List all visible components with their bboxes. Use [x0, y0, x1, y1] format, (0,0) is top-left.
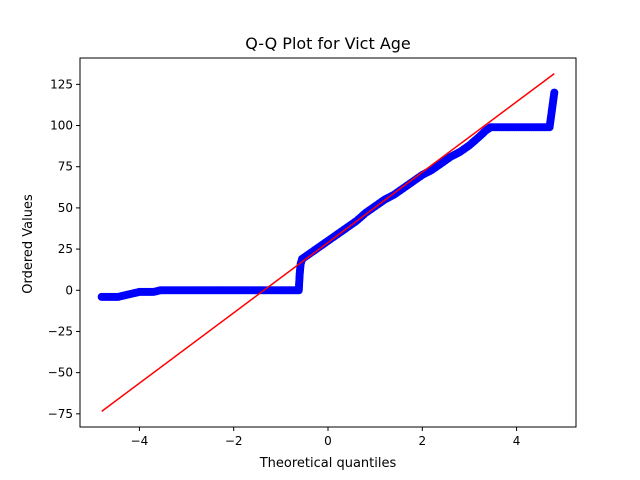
data-point — [550, 88, 559, 97]
chart-title: Q-Q Plot for Vict Age — [245, 34, 411, 53]
fit-line — [101, 73, 555, 412]
x-tick-label: 0 — [324, 434, 332, 448]
fit-line-layer — [101, 73, 555, 412]
x-axis-label: Theoretical quantiles — [259, 456, 397, 471]
y-tick-label: −25 — [48, 324, 73, 338]
y-tick-label: 125 — [50, 77, 73, 91]
y-axis-ticks: −75 −50 −25 0 25 50 75 100 125 — [48, 77, 80, 421]
y-tick-label: −50 — [48, 366, 73, 380]
plot-area — [79, 57, 577, 428]
y-tick-label: 0 — [65, 283, 73, 297]
y-tick-label: 25 — [58, 242, 73, 256]
y-axis-label: Ordered Values — [21, 194, 36, 294]
x-tick-label: −4 — [131, 434, 149, 448]
y-tick-label: 75 — [58, 160, 73, 174]
x-tick-label: 2 — [418, 434, 426, 448]
y-tick-label: 100 — [50, 119, 73, 133]
y-tick-label: −75 — [48, 407, 73, 421]
points-layer — [97, 88, 559, 301]
x-tick-label: 4 — [513, 434, 521, 448]
y-tick-label: 50 — [58, 201, 73, 215]
x-tick-label: −2 — [225, 434, 243, 448]
x-axis-ticks: −4 −2 0 2 4 — [131, 427, 521, 448]
